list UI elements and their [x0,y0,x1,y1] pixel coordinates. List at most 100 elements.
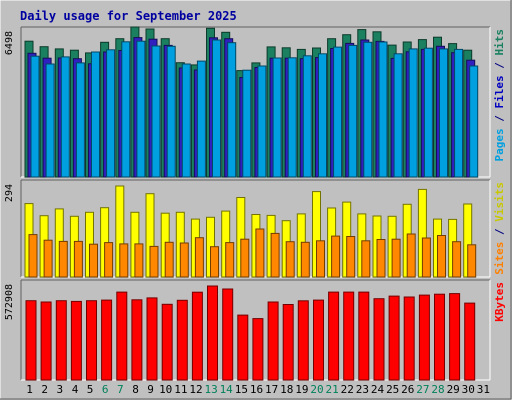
bar-kbytes-day-12 [191,291,203,381]
bar-sites-day-18 [285,241,295,278]
x-tick-day-14: 14 [220,383,234,396]
bar-kbytes-day-20 [313,299,324,381]
bar-sites-day-17 [270,232,280,278]
axis-label-part: Sites [493,242,506,275]
bar-kbytes-day-22 [343,291,355,381]
bar-kbytes-day-28 [434,293,445,381]
bar-kbytes-day-29 [449,293,461,381]
panel-middle: 294 Sites / Visits [4,179,506,278]
bar-sites-day-2 [43,239,53,278]
x-axis-tick-labels: 1 2 3 4 5 6 7 8 9 10 11 12 13 14 15 16 17 18 19 20 21 22 23 24 2… [26,383,490,396]
bar-sites-day-23 [361,240,371,278]
panel-top-max-label: 6498 [4,31,15,55]
x-tick-day-30: 30 [462,383,475,396]
x-tick-day-24: 24 [371,383,385,396]
bar-sites-day-9 [149,245,159,278]
x-tick-day-4: 4 [72,383,79,396]
bar-sites-day-13 [210,246,219,278]
bar-pages-day-22 [348,44,358,178]
x-tick-day-22: 22 [341,383,354,396]
panel-bottom: 572908 KBytes [4,279,506,381]
x-tick-day-23: 23 [356,383,369,396]
bar-kbytes-day-6 [101,299,113,381]
bar-kbytes-day-1 [25,300,37,381]
bar-sites-day-29 [452,241,462,278]
bar-sites-day-15 [240,238,250,278]
bar-sites-day-5 [89,243,98,278]
panel-bottom-max-label: 572908 [4,284,15,320]
axis-label-part: Files [493,75,506,108]
bar-kbytes-day-30 [464,302,476,381]
bar-pages-day-29 [454,48,464,178]
bar-sites-day-10 [164,241,174,278]
bar-sites-day-4 [73,240,83,278]
bar-sites-day-21 [331,235,341,278]
bar-pages-day-11 [181,63,191,178]
panel-top-axis-label: Pages / Files / Hits [493,29,506,162]
bar-sites-day-3 [58,240,68,278]
x-tick-day-29: 29 [447,383,460,396]
bar-kbytes-day-10 [161,303,173,381]
x-tick-day-11: 11 [174,383,187,396]
bar-kbytes-day-11 [176,299,188,381]
bar-pages-day-25 [393,53,403,178]
bar-pages-day-5 [91,51,100,178]
axis-label-part: / [493,222,506,242]
axis-label-part: / [493,109,506,129]
x-tick-day-15: 15 [235,383,248,396]
bar-kbytes-day-15 [237,314,249,381]
bar-kbytes-day-2 [40,301,52,381]
bar-pages-day-16 [257,65,267,178]
x-tick-day-13: 13 [204,383,217,396]
bar-sites-day-6 [104,242,114,278]
panel-middle-max-label: 294 [4,184,15,202]
bar-kbytes-day-4 [70,300,82,381]
axis-label-part: Pages [493,128,506,161]
x-tick-day-3: 3 [56,383,63,396]
axis-label-part: KBytes [493,282,506,322]
x-tick-day-27: 27 [416,383,429,396]
bar-kbytes-day-7 [116,291,128,381]
x-tick-day-21: 21 [325,383,338,396]
bar-pages-day-26 [408,48,418,178]
bar-kbytes-day-27 [418,294,430,381]
bar-kbytes-day-9 [146,297,158,381]
bar-sites-day-1 [28,234,38,278]
bar-pages-day-12 [196,60,206,178]
x-tick-day-19: 19 [295,383,308,396]
bar-pages-day-13 [212,39,221,178]
bar-kbytes-day-18 [282,304,294,381]
bar-sites-day-8 [134,243,144,278]
bar-sites-day-24 [376,239,386,278]
bar-pages-day-6 [106,49,116,178]
x-tick-day-8: 8 [132,383,139,396]
x-tick-day-6: 6 [102,383,109,396]
panel-bottom-axis-label: KBytes [493,282,506,322]
x-tick-day-31: 31 [477,383,490,396]
bar-sites-day-22 [346,236,356,278]
x-tick-day-20: 20 [310,383,323,396]
bar-pages-day-20 [318,53,327,178]
axis-label-part: / [493,56,506,76]
bar-kbytes-day-25 [388,295,400,381]
x-tick-day-2: 2 [41,383,48,396]
x-tick-day-18: 18 [280,383,293,396]
bar-kbytes-day-13 [207,285,218,381]
bar-pages-day-7 [121,41,131,178]
bar-pages-day-3 [60,56,70,178]
axis-label-part: Visits [493,182,506,222]
bar-kbytes-day-24 [373,298,385,381]
bar-pages-day-19 [302,55,312,178]
panel-middle-axis-label: Sites / Visits [493,182,506,275]
bar-kbytes-day-26 [403,296,415,381]
bar-pages-day-14 [227,42,237,178]
bar-kbytes-day-8 [131,299,143,381]
x-tick-day-16: 16 [250,383,263,396]
panel-top: 6498 Pages / Files / Hits [4,26,506,178]
bar-pages-day-28 [439,48,448,178]
bar-sites-day-16 [255,228,265,278]
bar-kbytes-day-14 [222,288,234,381]
bar-pages-day-23 [363,41,373,178]
bar-sites-day-12 [194,237,204,278]
